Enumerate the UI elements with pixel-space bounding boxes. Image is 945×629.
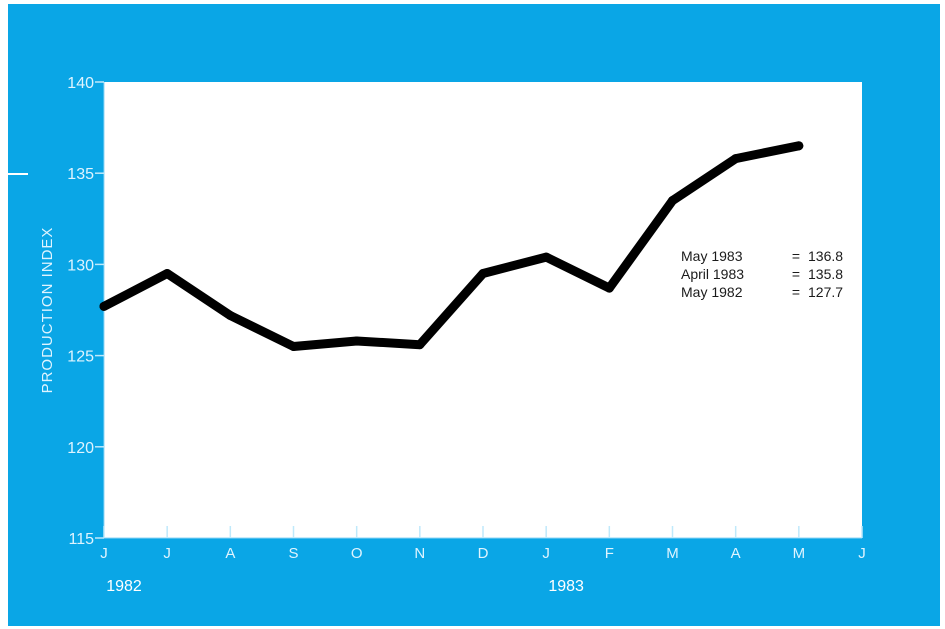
production-index-line (99, 141, 804, 351)
year-label: 1982 (106, 578, 142, 595)
annotation-value: 136.8 (808, 248, 843, 264)
y-tick-label: 140 (67, 75, 94, 92)
x-tick-label: J (163, 545, 171, 562)
production-index-chart: 115 120 125 130 135 140 J J A S O N D J F M A M J PRODUCT… (8, 75, 866, 595)
x-tick-label: M (793, 545, 806, 562)
data-point (415, 340, 425, 350)
data-point (604, 283, 614, 293)
year-labels: 1982 1983 (106, 578, 584, 595)
x-tick-label: S (288, 545, 298, 562)
x-tick-label: O (351, 545, 363, 562)
x-tick-label: J (542, 545, 550, 562)
annotation-equals: = (792, 266, 800, 282)
data-point (352, 336, 362, 346)
annotation-equals: = (792, 284, 800, 300)
annotation-value: 127.7 (808, 284, 843, 300)
data-point (162, 269, 172, 279)
annotation-label: May 1983 (681, 248, 743, 264)
y-tick-label: 135 (67, 166, 94, 183)
x-tick-label: N (414, 545, 425, 562)
x-tick-label: A (731, 545, 741, 562)
y-axis-title: PRODUCTION INDEX (39, 227, 56, 394)
chart-frame: 115 120 125 130 135 140 J J A S O N D J F M A M J PRODUCT… (8, 4, 940, 626)
y-tick-label: 125 (67, 349, 94, 366)
data-point (478, 269, 488, 279)
y-tick-label: 120 (67, 440, 94, 457)
data-point (731, 154, 741, 164)
data-point (99, 301, 109, 311)
series-points (99, 141, 804, 351)
x-tick-label: M (666, 545, 679, 562)
y-tick-label: 115 (68, 531, 94, 548)
value-annotations: May 1983 = 136.8 April 1983 = 135.8 May 1982 = 1… (681, 248, 843, 300)
data-point (794, 141, 804, 151)
x-tick-label: J (100, 545, 108, 562)
x-tick-label: F (605, 545, 614, 562)
y-axis-ticks: 115 120 125 130 135 140 (67, 75, 104, 548)
x-tick-label: D (478, 545, 489, 562)
data-point (541, 252, 551, 262)
data-point (668, 196, 677, 206)
annotation-equals: = (792, 248, 800, 264)
annotation-value: 135.8 (808, 266, 843, 282)
data-point (289, 341, 298, 351)
year-label: 1983 (548, 578, 584, 595)
x-tick-label: A (225, 545, 235, 562)
data-point (225, 310, 235, 320)
annotation-label: April 1983 (681, 266, 744, 282)
y-tick-label: 130 (67, 257, 94, 274)
annotation-label: May 1982 (681, 284, 743, 300)
x-tick-label: J (858, 545, 866, 562)
